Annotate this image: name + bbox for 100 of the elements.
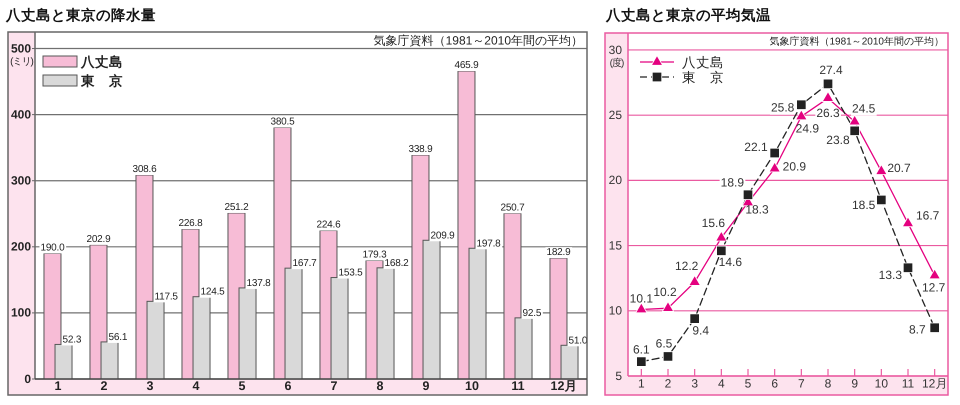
- data-label: 92.5: [522, 308, 542, 319]
- x-tick-label: 4: [718, 376, 725, 391]
- data-label: 9.4: [692, 324, 710, 338]
- data-label: 18.3: [745, 202, 769, 217]
- x-tick-label: 8: [376, 378, 384, 393]
- point: [875, 164, 888, 175]
- point: [796, 100, 806, 110]
- data-label: 22.1: [744, 140, 768, 154]
- data-label: 16.7: [916, 208, 940, 222]
- x-tick-label: 4: [192, 378, 200, 393]
- x-tick-label: 3: [691, 376, 698, 391]
- point: [688, 275, 701, 286]
- data-label: 12.7: [922, 280, 946, 295]
- data-label: 465.9: [454, 60, 480, 72]
- chart-title: 八丈島と東京の平均気温: [605, 6, 771, 24]
- data-label: 209.9: [430, 230, 456, 242]
- point: [822, 91, 834, 102]
- annotation: 気象庁資料（1981～2010年間の平均）: [374, 33, 583, 48]
- data-label: 6.5: [656, 336, 673, 350]
- data-label: 250.7: [500, 202, 526, 214]
- point: [902, 262, 914, 273]
- y-axis-title: (度): [610, 56, 624, 68]
- data-label: 117.5: [154, 291, 178, 302]
- legend-label: 八丈島: [682, 54, 724, 70]
- point: [742, 190, 754, 200]
- point: [716, 246, 726, 256]
- x-tick-label: 5: [238, 378, 246, 393]
- data-label: 20.9: [782, 160, 806, 174]
- point: [848, 114, 861, 126]
- x-tick-label: 7: [330, 378, 338, 393]
- data-label: 10.2: [653, 285, 677, 300]
- data-label: 338.9: [408, 144, 434, 156]
- data-label: 202.9: [86, 234, 112, 245]
- data-label: 56.1: [108, 332, 128, 343]
- data-label: 226.8: [178, 218, 204, 230]
- data-label: 20.7: [887, 161, 912, 176]
- y-tick-label: 10: [608, 304, 622, 318]
- point: [930, 322, 940, 333]
- point: [770, 148, 780, 158]
- chart-title: 八丈島と東京の降水量: [5, 6, 156, 24]
- x-tick-label: 11: [511, 378, 525, 393]
- data-label: 12.2: [674, 259, 699, 274]
- data-label: 25.8: [770, 100, 795, 115]
- x-tick-label: 9: [422, 378, 430, 393]
- y-tick-label: 20: [608, 173, 622, 188]
- data-label: 8.7: [908, 322, 926, 337]
- y-tick-label: 500: [10, 41, 32, 56]
- data-label: 380.5: [270, 116, 296, 128]
- x-tick-label: 5: [744, 376, 752, 391]
- data-label: 251.2: [224, 202, 250, 213]
- data-label: 167.7: [292, 258, 318, 270]
- point: [876, 194, 886, 206]
- data-label: 179.3: [362, 249, 388, 260]
- data-label: 168.2: [384, 258, 410, 269]
- x-tick-label: 12月: [922, 376, 948, 391]
- data-label: 224.6: [316, 220, 342, 231]
- y-tick-label: 15: [608, 238, 622, 252]
- x-tick-label: 3: [146, 378, 154, 393]
- data-label: 153.5: [338, 268, 364, 279]
- data-label: 13.3: [878, 268, 902, 282]
- point: [690, 313, 700, 324]
- point: [635, 302, 648, 314]
- point: [822, 78, 834, 90]
- y-tick-label: 30: [608, 42, 622, 57]
- x-tick-label: 11: [902, 376, 915, 391]
- data-label: 182.9: [546, 247, 572, 258]
- point: [662, 351, 674, 362]
- data-label: 124.5: [200, 286, 226, 298]
- data-label: 18.9: [720, 176, 744, 190]
- data-label: 197.8: [476, 238, 502, 250]
- y-axis-title: (ミリ): [10, 56, 34, 68]
- data-label: 15.6: [702, 216, 726, 230]
- x-tick-label: 2: [100, 378, 108, 393]
- y-tick-label: 200: [10, 240, 32, 254]
- data-label: 52.3: [62, 334, 82, 346]
- data-label: 24.5: [852, 102, 876, 116]
- data-label: 137.8: [246, 278, 272, 289]
- x-tick-label: 6: [771, 376, 778, 391]
- point: [636, 356, 646, 367]
- point: [715, 230, 728, 242]
- y-tick-label: 100: [10, 306, 32, 320]
- x-tick-label: 12月: [550, 378, 578, 393]
- point: [795, 110, 808, 120]
- x-tick-label: 6: [284, 378, 292, 393]
- y-tick-label: 400: [10, 107, 32, 122]
- data-label: 24.9: [796, 121, 820, 136]
- x-tick-label: 7: [798, 376, 805, 391]
- data-label: 27.4: [819, 62, 843, 77]
- data-label: 18.5: [852, 198, 876, 212]
- y-tick-label: 25: [608, 108, 622, 122]
- legend-label: 東 京: [80, 72, 123, 88]
- y-tick-label: 0: [24, 372, 32, 386]
- legend-label: 東 京: [682, 70, 724, 84]
- data-label: 14.6: [718, 254, 742, 269]
- point: [850, 126, 860, 136]
- data-label: 190.0: [40, 242, 66, 254]
- data-label: 23.8: [826, 132, 850, 147]
- point: [662, 301, 674, 312]
- data-label: 6.1: [632, 342, 650, 357]
- x-tick-label: 10: [465, 378, 479, 393]
